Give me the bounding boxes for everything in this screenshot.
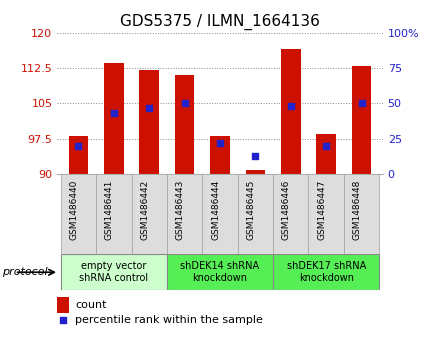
Text: percentile rank within the sample: percentile rank within the sample — [75, 315, 263, 326]
Bar — [281, 49, 301, 174]
Text: GSM1486440: GSM1486440 — [70, 180, 78, 240]
Text: GSM1486445: GSM1486445 — [246, 180, 255, 240]
Point — [358, 101, 365, 106]
Bar — [352, 66, 371, 174]
Bar — [61, 174, 96, 254]
Text: GSM1486441: GSM1486441 — [105, 180, 114, 240]
Point — [216, 140, 224, 146]
Point — [252, 153, 259, 159]
Bar — [210, 136, 230, 174]
Text: GSM1486444: GSM1486444 — [211, 180, 220, 240]
Text: shDEK14 shRNA
knockdown: shDEK14 shRNA knockdown — [180, 261, 260, 283]
Point — [181, 101, 188, 106]
Bar — [104, 64, 124, 174]
Bar — [344, 174, 379, 254]
Bar — [61, 254, 167, 290]
Bar — [167, 174, 202, 254]
Bar — [246, 170, 265, 174]
Text: GSM1486442: GSM1486442 — [140, 180, 149, 240]
Bar — [273, 254, 379, 290]
Point — [75, 143, 82, 149]
Point — [287, 103, 294, 109]
Bar — [57, 297, 69, 313]
Text: GSM1486446: GSM1486446 — [282, 180, 291, 240]
Bar — [132, 174, 167, 254]
Text: protocol: protocol — [2, 267, 48, 277]
Title: GDS5375 / ILMN_1664136: GDS5375 / ILMN_1664136 — [120, 14, 320, 30]
Bar — [308, 174, 344, 254]
Bar — [202, 174, 238, 254]
Text: shDEK17 shRNA
knockdown: shDEK17 shRNA knockdown — [286, 261, 366, 283]
Point — [110, 110, 117, 116]
Bar — [238, 174, 273, 254]
Bar — [139, 70, 159, 174]
Bar — [316, 134, 336, 174]
Text: count: count — [75, 300, 106, 310]
Bar — [273, 174, 308, 254]
Text: empty vector
shRNA control: empty vector shRNA control — [79, 261, 148, 283]
Text: GSM1486448: GSM1486448 — [352, 180, 362, 240]
Bar — [175, 75, 194, 174]
Bar — [96, 174, 132, 254]
Point — [59, 317, 66, 323]
Text: GSM1486443: GSM1486443 — [176, 180, 185, 240]
Point — [146, 105, 153, 111]
Bar — [69, 136, 88, 174]
Bar — [167, 254, 273, 290]
Text: GSM1486447: GSM1486447 — [317, 180, 326, 240]
Point — [323, 143, 330, 149]
